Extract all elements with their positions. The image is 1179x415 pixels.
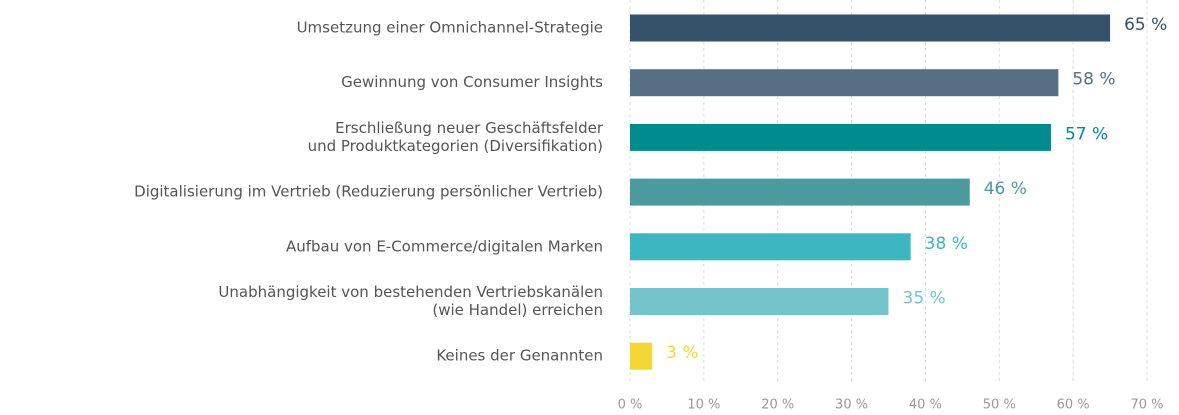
category-label: Keines der Genannten [436, 347, 603, 365]
x-tick-label: 70 % [1130, 398, 1163, 413]
category-label: (wie Handel) erreichen [432, 301, 603, 319]
x-tick-label: 20 % [761, 398, 794, 413]
bar [630, 178, 970, 206]
x-tick-label: 50 % [983, 398, 1016, 413]
category-label: Aufbau von E-Commerce/digitalen Marken [286, 237, 603, 255]
category-label: Digitalisierung im Vertrieb (Reduzierung… [134, 183, 603, 201]
category-label: und Produktkategorien (Diversifikation) [308, 137, 603, 155]
bar [630, 233, 911, 261]
bar [630, 342, 653, 370]
category-label: Gewinnung von Consumer Insights [341, 73, 603, 91]
x-tick-label: 60 % [1057, 398, 1090, 413]
x-tick-label: 0 % [618, 398, 643, 413]
bar [630, 69, 1059, 97]
value-label: 57 % [1065, 124, 1108, 144]
category-label: Erschließung neuer Geschäftsfelder [335, 119, 604, 137]
x-tick-label: 40 % [909, 398, 942, 413]
bar [630, 288, 889, 315]
value-label: 65 % [1124, 15, 1167, 35]
category-label: Umsetzung einer Omnichannel-Strategie [297, 19, 603, 37]
x-tick-label: 10 % [687, 398, 720, 413]
x-tick-label: 30 % [835, 398, 868, 413]
bar [630, 123, 1051, 151]
value-label: 46 % [984, 179, 1027, 199]
value-label: 58 % [1072, 70, 1115, 90]
value-label: 35 % [903, 289, 946, 309]
value-label: 38 % [925, 234, 968, 254]
value-label: 3 % [666, 343, 698, 363]
category-label: Unabhängigkeit von bestehenden Vertriebs… [218, 283, 603, 301]
bar [630, 14, 1111, 42]
